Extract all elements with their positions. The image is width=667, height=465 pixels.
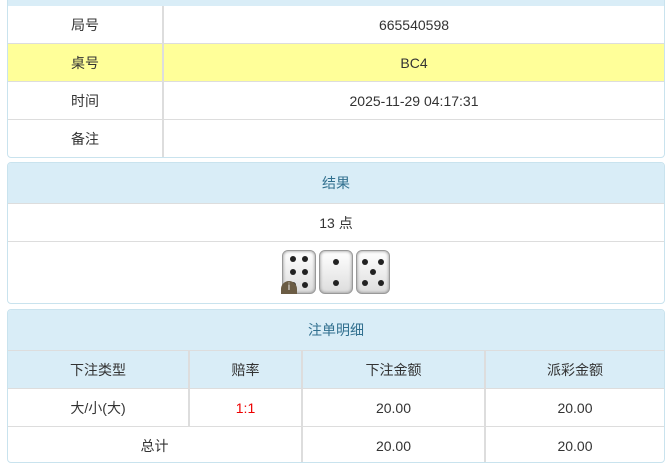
die-6: i [281, 250, 316, 294]
die-pip [289, 269, 296, 275]
die-pip [370, 269, 376, 275]
round-label: 局号 [71, 16, 99, 33]
header-bet-amount: 下注金额 [301, 350, 485, 389]
table-row: 桌号 BC4 [8, 43, 664, 82]
total-payout: 20.00 [484, 426, 664, 462]
result-panel: 结果 13 点 i [7, 162, 665, 304]
die-pip [362, 258, 368, 265]
time-value: 2025-11-29 04:17:31 [162, 81, 664, 120]
result-points: 13 点 [8, 203, 664, 242]
note-label: 备注 [8, 119, 163, 157]
result-title: 结果 [8, 163, 664, 204]
die-pip [302, 269, 309, 275]
bet-amount: 20.00 [301, 388, 485, 427]
header-payout: 派彩金额 [484, 350, 664, 389]
bet-detail-title: 注单明细 [8, 310, 664, 351]
total-amount: 20.00 [301, 426, 485, 462]
bet-type: 大/小(大) [8, 388, 189, 427]
dice-group: i [8, 242, 664, 302]
bet-payout: 20.00 [484, 388, 664, 427]
die-pip [378, 258, 384, 265]
bet-detail-panel: 注单明细 下注类型 赔率 下注金额 派彩金额 大/小(大) 1:1 20.00 … [7, 309, 665, 463]
note-value [162, 119, 664, 157]
total-row: 总计 20.00 20.00 [8, 426, 664, 462]
time-row: 时间 2025-11-29 04:17:31 [8, 81, 664, 120]
header-odds: 赔率 [188, 350, 302, 389]
time-label: 时间 [8, 81, 163, 120]
die-pip [289, 256, 296, 263]
info-panel: 局号 665540598 桌号 BC4 时间 2025-11-29 04:17:31 … [7, 0, 665, 158]
die-2 [319, 250, 353, 294]
bet-row: 大/小(大) 1:1 20.00 20.00 [8, 388, 664, 427]
die-pip [333, 279, 339, 286]
table-label: 桌号 [8, 43, 163, 82]
die-pip [333, 258, 339, 265]
die-pip [362, 279, 368, 286]
round-row: 局号 665540598 [8, 6, 664, 44]
table-value: BC4 [162, 43, 664, 82]
header-bet-type: 下注类型 [8, 350, 189, 389]
round-value: 665540598 [162, 6, 664, 44]
total-label: 总计 [8, 426, 302, 462]
die-5 [356, 250, 390, 294]
die-pip [302, 256, 309, 263]
info-badge-icon[interactable]: i [281, 281, 297, 294]
die-pip [378, 279, 384, 286]
bet-odds: 1:1 [188, 388, 302, 427]
die-pip [302, 281, 309, 288]
note-row: 备注 [8, 119, 664, 157]
